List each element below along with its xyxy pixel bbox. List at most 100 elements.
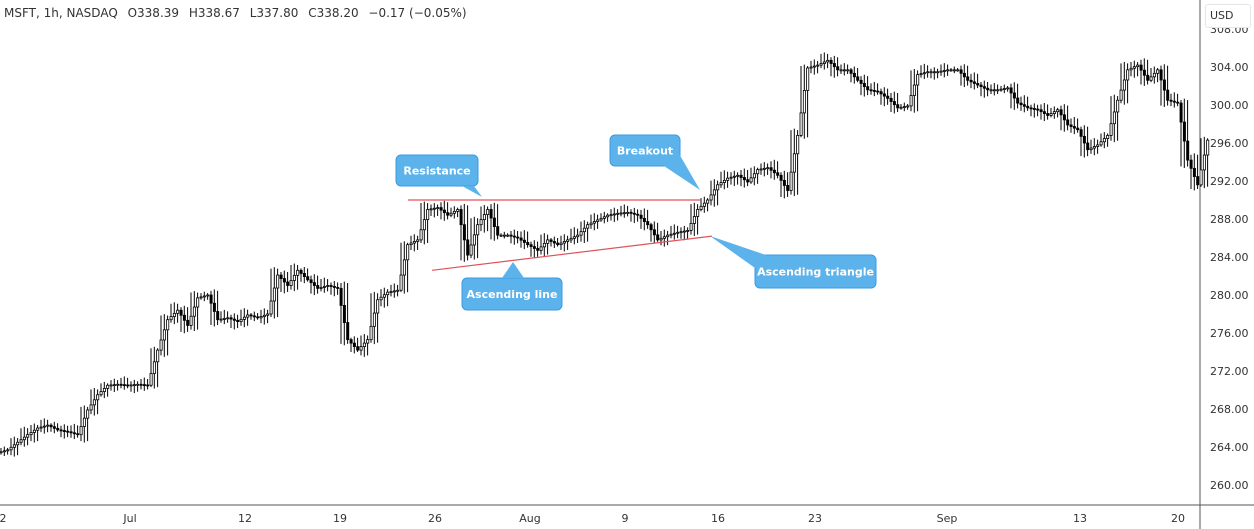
candle <box>1059 104 1070 132</box>
price-axis[interactable]: 308.00304.00300.00296.00292.00288.00284.… <box>1210 23 1249 492</box>
candle <box>779 170 790 199</box>
candle <box>879 87 890 107</box>
candle <box>789 128 800 197</box>
candle <box>839 63 850 76</box>
candle <box>219 309 230 325</box>
currency-button[interactable]: USD <box>1205 4 1251 28</box>
candle <box>659 229 670 247</box>
callout-ascending-line[interactable]: Ascending line <box>461 262 563 311</box>
candle <box>849 66 860 84</box>
candle <box>419 201 430 245</box>
candle <box>109 378 120 392</box>
high-value: H338.67 <box>188 6 240 20</box>
time-tick: 9 <box>622 512 629 525</box>
callout-label: Resistance <box>403 165 470 178</box>
candle <box>539 233 550 256</box>
candle <box>249 311 260 322</box>
candle <box>689 202 700 237</box>
symbol-name: MSFT, 1h, NASDAQ <box>4 6 118 20</box>
candle <box>69 423 80 440</box>
candle <box>79 405 90 443</box>
candle <box>229 313 240 330</box>
candle <box>439 200 450 221</box>
candle <box>809 59 820 75</box>
candle <box>729 170 740 187</box>
candle <box>579 220 590 244</box>
candle <box>209 289 220 327</box>
time-tick: 19 <box>333 512 347 525</box>
candle <box>99 381 110 399</box>
candle <box>309 274 320 296</box>
candle <box>359 334 370 357</box>
candle <box>1159 64 1170 107</box>
price-tick: 288.00 <box>1210 213 1249 226</box>
candle <box>39 418 50 434</box>
candle <box>739 168 750 188</box>
close-value: C338.20 <box>308 6 359 20</box>
candle <box>29 423 40 443</box>
candle <box>669 224 680 240</box>
candle <box>919 63 930 80</box>
price-tick: 284.00 <box>1210 251 1249 264</box>
candle <box>489 202 500 241</box>
candle <box>889 91 900 114</box>
candle <box>1039 103 1050 122</box>
candle <box>709 179 720 207</box>
candle <box>649 221 660 244</box>
candle <box>239 308 250 328</box>
candle <box>969 72 980 90</box>
price-tick: 268.00 <box>1210 403 1249 416</box>
candle <box>469 216 480 260</box>
price-tick: 300.00 <box>1210 99 1249 112</box>
candle <box>1009 82 1020 110</box>
candle <box>459 203 470 262</box>
candle <box>19 426 30 447</box>
candle <box>1119 61 1130 105</box>
candle <box>1179 98 1190 168</box>
candle <box>509 229 520 245</box>
candle <box>499 231 510 239</box>
candle <box>829 55 840 78</box>
time-tick: Sep <box>937 512 958 525</box>
candle <box>1089 138 1100 156</box>
symbol-legend: MSFT, 1h, NASDAQ O338.39 H338.67 L337.80… <box>4 6 473 20</box>
candle <box>1189 153 1200 191</box>
candle <box>279 270 290 294</box>
callouts: Resistance Breakout Ascending line Ascendin… <box>395 134 877 311</box>
candle <box>399 241 410 294</box>
callout-label: Breakout <box>617 145 673 158</box>
time-tick: 13 <box>1073 512 1087 525</box>
callout-label: Ascending triangle <box>757 266 874 279</box>
candle <box>329 281 340 297</box>
callout-resistance[interactable]: Resistance <box>395 154 482 197</box>
candle <box>149 346 160 389</box>
price-tick: 272.00 <box>1210 365 1249 378</box>
change-value: −0.17 (−0.05%) <box>368 6 467 20</box>
candle <box>129 379 140 394</box>
candle <box>319 277 330 293</box>
price-tick: 260.00 <box>1210 479 1249 492</box>
price-tick: 296.00 <box>1210 137 1249 150</box>
candle <box>679 225 690 241</box>
ascending-line[interactable] <box>431 235 713 271</box>
time-axis[interactable]: 2 Jul 12 19 26 Aug 9 16 23 Sep 13 20 <box>0 512 1185 525</box>
candle <box>949 66 960 74</box>
candle <box>799 64 810 139</box>
candle <box>549 236 560 248</box>
price-tick: 264.00 <box>1210 441 1249 454</box>
price-tick: 304.00 <box>1210 61 1249 74</box>
time-tick: 23 <box>808 512 822 525</box>
candle <box>769 159 780 180</box>
candle <box>1149 66 1160 84</box>
callout-ascending-triangle[interactable]: Ascending triangle <box>710 236 877 289</box>
candle <box>199 291 210 302</box>
candle <box>179 305 190 334</box>
candle <box>959 64 970 88</box>
candle <box>119 376 130 390</box>
callout-breakout[interactable]: Breakout <box>609 134 700 190</box>
candle <box>749 166 760 186</box>
candle <box>1199 136 1210 189</box>
candle <box>479 205 490 233</box>
candle <box>259 308 270 325</box>
